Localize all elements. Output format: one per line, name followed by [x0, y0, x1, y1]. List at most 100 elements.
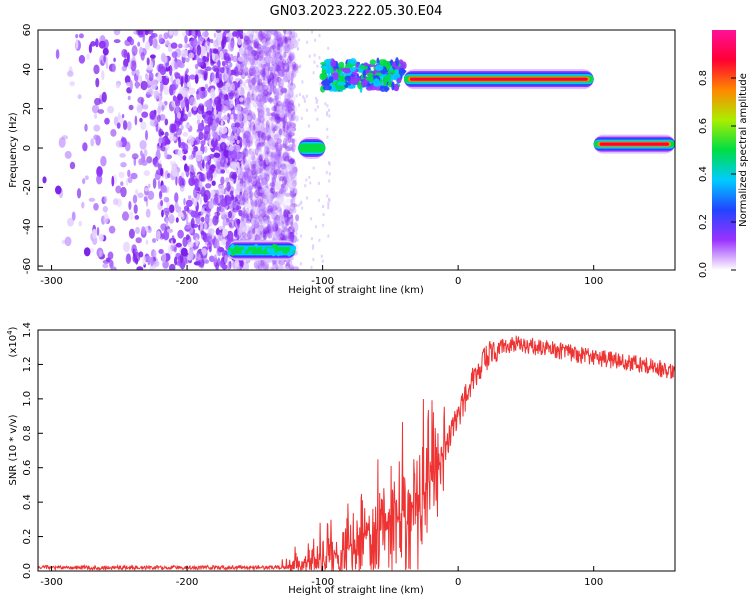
noise-cell — [261, 264, 269, 270]
noise-cell — [200, 207, 205, 216]
noise-cell — [274, 221, 278, 231]
noise-cell — [206, 164, 209, 172]
noise-cell — [195, 150, 203, 156]
noise-cell — [252, 196, 259, 206]
noise-cell — [263, 230, 268, 241]
noise-cell — [189, 97, 197, 106]
noise-cell — [286, 100, 292, 110]
noise-cell — [263, 185, 269, 191]
noise-cell — [243, 214, 250, 220]
noise-cell — [241, 70, 245, 76]
noise-speck — [305, 196, 308, 200]
noise-cell — [204, 145, 208, 153]
noise-cell — [280, 165, 286, 175]
noise-cell — [203, 70, 208, 81]
noise-cell — [269, 63, 276, 75]
noise-cell — [213, 131, 217, 142]
noise-cell — [266, 38, 273, 45]
band-mid-cell — [325, 59, 332, 64]
band-mid-cell — [340, 72, 345, 77]
noise-cell — [115, 185, 122, 194]
noise-cell — [274, 52, 282, 60]
noise-cell — [274, 51, 279, 56]
noise-cell — [243, 35, 249, 42]
noise-cell — [214, 238, 220, 249]
noise-cell — [165, 139, 171, 145]
noise-cell — [145, 239, 149, 245]
noise-cell — [276, 56, 284, 67]
noise-cell — [261, 216, 269, 226]
snr-line-series — [38, 335, 675, 571]
noise-cell — [241, 171, 247, 176]
noise-cell — [55, 185, 62, 195]
noise-cell — [277, 92, 281, 103]
noise-cell — [290, 69, 297, 79]
noise-cell — [281, 69, 288, 78]
noise-cell — [267, 220, 273, 232]
noise-cell — [267, 97, 274, 103]
noise-cell — [253, 219, 257, 224]
noise-cell — [283, 88, 288, 94]
noise-cell — [268, 81, 273, 93]
noise-cell — [169, 263, 176, 270]
noise-cell — [262, 37, 266, 44]
noise-cell — [277, 33, 285, 39]
noise-cell — [190, 210, 198, 218]
noise-cell — [274, 219, 281, 225]
noise-cell — [290, 56, 297, 64]
noise-cell — [126, 253, 131, 262]
noise-cell — [267, 124, 271, 130]
noise-cell — [287, 169, 294, 179]
noise-cell — [263, 93, 267, 100]
noise-cell — [141, 226, 146, 236]
noise-cell — [243, 187, 247, 196]
noise-speck — [328, 108, 330, 112]
noise-cell — [248, 135, 254, 144]
noise-cell — [262, 196, 268, 207]
noise-cell — [175, 78, 181, 85]
noise-cell — [169, 83, 177, 91]
noise-cell — [255, 225, 261, 236]
band-low-cell — [279, 250, 284, 256]
noise-speck — [320, 254, 323, 258]
noise-cell — [264, 113, 269, 124]
spectrogram-y-tick-label-3: 0 — [22, 145, 33, 151]
noise-cell — [183, 44, 187, 49]
noise-cell — [241, 138, 249, 147]
noise-cell — [277, 210, 284, 221]
noise-cell — [273, 68, 280, 77]
noise-cell — [244, 182, 250, 193]
noise-cell — [285, 98, 291, 109]
noise-cell — [268, 51, 275, 62]
noise-cell — [199, 45, 206, 56]
noise-speck — [305, 94, 308, 98]
noise-cell — [221, 126, 228, 134]
noise-cell — [245, 187, 252, 195]
noise-cell — [247, 46, 254, 57]
noise-cell — [260, 37, 267, 43]
noise-cell — [250, 224, 256, 234]
noise-cell — [252, 130, 256, 136]
noise-cell — [157, 162, 162, 171]
noise-cell — [288, 37, 293, 46]
colorbar-label: Normalized spectral amplitude — [738, 73, 749, 227]
noise-cell — [267, 266, 272, 270]
spectrogram-x-tick-label-0: -300 — [40, 276, 63, 287]
noise-cell — [247, 89, 253, 99]
noise-cell — [247, 226, 255, 236]
noise-cell — [239, 79, 243, 85]
noise-cell — [277, 202, 282, 213]
noise-cell — [285, 107, 290, 118]
noise-cell — [277, 66, 281, 76]
noise-cell — [211, 180, 216, 186]
noise-cell — [292, 63, 299, 72]
noise-cell — [156, 230, 161, 241]
noise-cell — [282, 175, 287, 182]
noise-cell — [285, 76, 290, 82]
colorbar-ticks: 0.00.20.40.60.8 — [698, 70, 736, 278]
noise-cell — [286, 144, 295, 152]
noise-cell — [272, 222, 277, 228]
noise-cell — [285, 128, 289, 133]
noise-cell — [274, 141, 279, 150]
noise-cell — [135, 226, 140, 235]
